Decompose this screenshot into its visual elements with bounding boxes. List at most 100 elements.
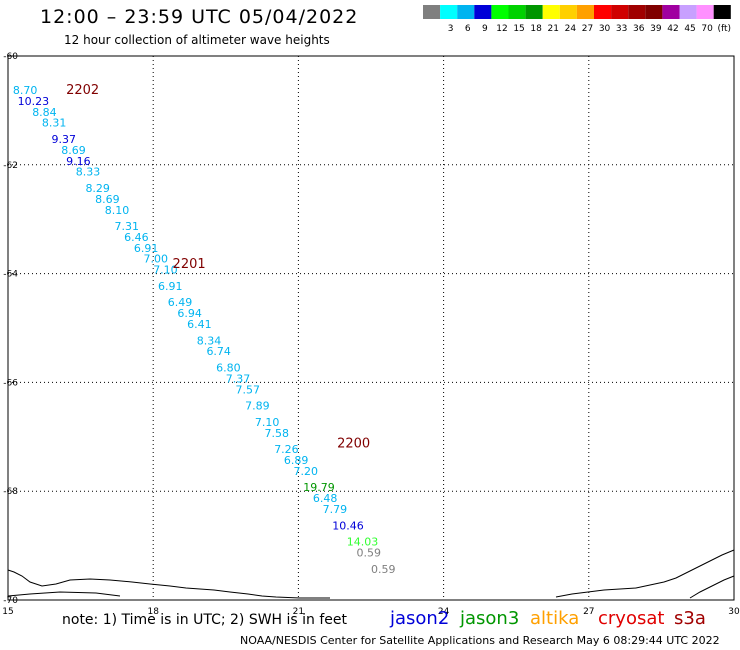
legend-label: 70: [701, 24, 713, 34]
data-point-label: 19.79: [303, 481, 335, 494]
legend-swatch: [525, 5, 543, 19]
y-tick-label: -62: [3, 161, 18, 171]
satellite-label-jason2: jason2: [390, 608, 450, 629]
data-points: 8.7010.238.848.319.378.699.168.338.298.6…: [13, 84, 396, 576]
data-point-label: 7.10: [255, 416, 280, 429]
legend-swatch: [474, 5, 492, 19]
legend-label: 42: [667, 24, 678, 34]
legend-label: 24: [565, 24, 577, 34]
x-tick-label: 30: [728, 607, 740, 617]
time-label: 2202: [66, 83, 99, 98]
color-scale-legend: 3 6 9 12 15 18 21 24 27 30 33 36 39 42 45 70 (ft): [423, 5, 731, 34]
plot-frame: [7, 55, 735, 601]
data-point-label: 7.31: [114, 220, 139, 233]
legend-swatch: [508, 5, 526, 19]
data-point-label: 8.31: [42, 117, 67, 130]
data-point-label: 6.46: [124, 231, 149, 244]
legend-label: 15: [513, 24, 524, 34]
coastline-west-inner: [7, 591, 121, 597]
satellite-label-s3a: s3a: [674, 608, 706, 629]
data-point-label: 8.34: [197, 334, 222, 347]
legend-label: 21: [548, 24, 559, 34]
data-point-label: 8.84: [32, 106, 57, 119]
legend-swatch: [713, 5, 731, 19]
data-point-label: 7.10: [153, 264, 178, 277]
data-point-label: 0.59: [371, 563, 396, 576]
data-point-label: 9.37: [52, 133, 76, 146]
legend-swatch: [611, 5, 629, 19]
time-label: 2201: [173, 257, 206, 272]
data-point-label: 8.70: [13, 84, 38, 97]
legend-label: 6: [465, 24, 471, 34]
legend-label: 9: [482, 24, 488, 34]
legend-label: 45: [684, 24, 695, 34]
data-point-label: 8.33: [76, 166, 101, 179]
time-label: 2200: [337, 437, 370, 452]
grid: [8, 56, 734, 600]
legend-swatch: [645, 5, 663, 19]
legend-swatch: [542, 5, 560, 19]
data-point-label: 6.89: [284, 454, 309, 467]
x-tick-label: 24: [438, 607, 450, 617]
legend-label: 39: [650, 24, 662, 34]
data-point-label: 6.41: [187, 318, 212, 331]
coastline: [7, 549, 735, 599]
y-tick-label: -64: [3, 270, 18, 280]
data-point-label: 10.23: [18, 95, 50, 108]
legend-swatch: [491, 5, 509, 19]
data-point-label: 6.94: [177, 307, 202, 320]
data-point-label: 7.37: [226, 372, 251, 385]
x-tick-label: 21: [293, 607, 304, 617]
data-point-label: 6.91: [158, 280, 183, 293]
data-point-label: 7.00: [144, 253, 169, 266]
data-point-label: 6.74: [206, 345, 231, 358]
legend-swatch: [594, 5, 612, 19]
data-point-label: 10.46: [332, 519, 364, 532]
data-point-label: 8.69: [95, 193, 120, 206]
axis-ticks: 15 18 21 24 27 30 -60 -62 -64 -66 -68 -70: [2, 52, 740, 617]
data-point-label: 6.49: [168, 296, 193, 309]
legend-label: 27: [582, 24, 593, 34]
legend-label: 36: [633, 24, 645, 34]
chart-title: 12:00 – 23:59 UTC 05/04/2022: [40, 6, 359, 28]
coastline-west: [7, 569, 330, 599]
legend-label: 33: [616, 24, 627, 34]
data-point-label: 7.20: [294, 465, 319, 478]
data-point-label: 7.89: [245, 400, 270, 413]
legend-swatch: [662, 5, 680, 19]
data-point-label: 8.29: [85, 182, 110, 195]
data-point-label: 14.03: [347, 536, 379, 549]
y-tick-label: -66: [3, 378, 18, 388]
coastline-east: [555, 549, 735, 598]
footer-note: note: 1) Time is in UTC; 2) SWH is in fe…: [62, 612, 348, 628]
legend-label: 3: [448, 24, 454, 34]
data-point-label: 0.59: [356, 546, 381, 559]
x-tick-label: 15: [2, 607, 13, 617]
coastline-east-inner: [689, 575, 735, 599]
data-point-label: 7.79: [323, 503, 348, 516]
legend-swatch: [628, 5, 646, 19]
satellite-label-cryosat: cryosat: [598, 608, 665, 629]
y-tick-label: -70: [3, 596, 18, 606]
data-point-label: 6.80: [216, 362, 241, 375]
data-point-label: 7.26: [274, 443, 299, 456]
satellite-label-jason3: jason3: [460, 608, 520, 629]
footer-credit: NOAA/NESDIS Center for Satellite Applica…: [240, 634, 720, 647]
legend-label: 18: [530, 24, 542, 34]
legend-swatch: [423, 5, 441, 19]
data-point-label: 6.48: [313, 492, 338, 505]
y-tick-label: -60: [3, 52, 18, 62]
x-tick-label: 27: [583, 607, 594, 617]
legend-swatch: [696, 5, 714, 19]
legend-swatch: [457, 5, 475, 19]
data-point-label: 8.69: [61, 144, 86, 157]
chart-subtitle: 12 hour collection of altimeter wave hei…: [64, 33, 330, 47]
legend-label: 12: [496, 24, 507, 34]
data-point-label: 7.58: [265, 427, 290, 440]
legend-swatch: [559, 5, 577, 19]
legend-swatch: [440, 5, 458, 19]
legend-label: 30: [599, 24, 611, 34]
data-point-label: 9.16: [66, 155, 91, 168]
legend-swatch: [576, 5, 594, 19]
